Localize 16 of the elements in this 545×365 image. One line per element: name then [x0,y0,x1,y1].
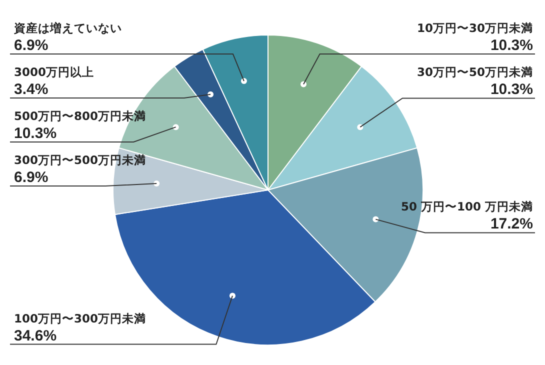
data-label: 10.3% [490,37,533,54]
data-label: 3.4% [14,81,48,98]
slice-label: 30万円〜50万円未満 [416,65,533,80]
slice-label: 資産は増えていない [13,21,122,35]
slice-label: 500万円〜800万円未満 [14,109,146,123]
data-label: 6.9% [14,37,48,54]
data-label: 34.6% [14,327,57,344]
data-label: 10.3% [490,81,533,98]
data-label: 17.2% [490,216,533,233]
slice-label: 300万円〜500万円未満 [14,153,146,167]
slice-label: 50 万円〜100 万円未満 [400,200,533,214]
data-label: 6.9% [14,169,48,186]
slice-label: 100万円〜300万円未満 [14,311,146,326]
data-label: 10.3% [14,125,57,142]
slice-label: 3000万円以上 [14,65,94,79]
slice-label: 10万円〜30万円未満 [416,21,533,35]
